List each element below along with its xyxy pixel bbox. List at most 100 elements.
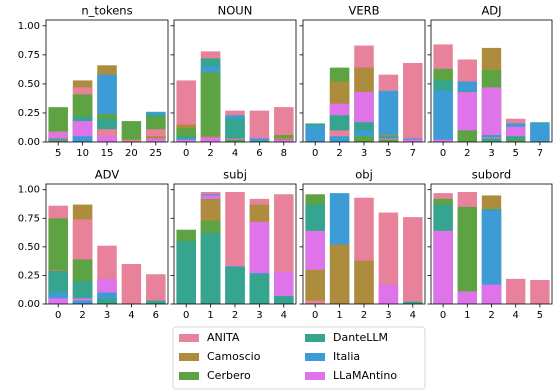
bar	[146, 138, 166, 142]
legend-label: DanteLLM	[333, 331, 388, 344]
bar	[530, 123, 550, 142]
bar	[354, 136, 374, 142]
bar	[481, 284, 502, 304]
legend-swatch	[305, 372, 325, 380]
x-tick-label: 10	[76, 148, 89, 159]
bar	[530, 280, 550, 304]
bar	[274, 139, 294, 142]
legend-swatch	[305, 353, 325, 361]
bar	[305, 269, 325, 304]
bar	[305, 300, 325, 304]
subplot-title: subj	[223, 168, 247, 182]
bar	[200, 233, 221, 304]
axes-frame	[173, 183, 297, 305]
x-tick-label: 4	[513, 310, 519, 321]
legend-label: LLaMAntino	[333, 369, 397, 382]
x-tick-label: 4	[232, 148, 238, 159]
subplot-title: n_tokens	[81, 4, 132, 18]
y-tick-label: 0.25	[18, 108, 40, 119]
x-tick-label: 7	[537, 148, 543, 159]
x-tick-label: 1	[464, 310, 470, 321]
subplot-title: ADJ	[481, 4, 501, 18]
bar	[403, 139, 423, 142]
x-tick-label: 3	[385, 310, 391, 321]
bar	[97, 298, 117, 304]
bar	[249, 274, 270, 304]
x-tick-label: 5	[537, 310, 543, 321]
bar	[48, 140, 68, 142]
x-tick-label: 0	[440, 310, 446, 321]
bar	[225, 118, 245, 142]
legend-label: ANITA	[207, 331, 240, 344]
x-tick-label: 5	[385, 148, 391, 159]
legend-label: Italia	[333, 350, 360, 363]
x-tick-label: 2	[207, 148, 213, 159]
bar	[97, 136, 117, 142]
bar	[457, 206, 477, 304]
bar	[506, 139, 526, 142]
bar	[200, 72, 221, 142]
axes-frame	[302, 19, 426, 143]
x-tick-label: 3	[488, 148, 494, 159]
y-tick-label: 1.00	[18, 185, 40, 196]
bar	[72, 300, 93, 304]
x-tick-label: 2	[464, 148, 470, 159]
x-tick-label: 2	[232, 310, 238, 321]
y-tick-label: 0.50	[18, 79, 40, 90]
bar	[274, 107, 294, 142]
axes-frame	[45, 19, 169, 143]
bar	[146, 274, 166, 304]
x-tick-label: 4	[281, 310, 287, 321]
y-tick-label: 1.00	[18, 21, 40, 32]
legend-swatch	[179, 353, 199, 361]
bar	[378, 284, 399, 304]
legend-box	[172, 326, 426, 390]
axes-frame	[45, 183, 169, 305]
x-tick-label: 0	[312, 310, 318, 321]
bar	[121, 121, 142, 142]
bar	[457, 130, 477, 142]
bar	[506, 136, 526, 142]
bar	[433, 90, 453, 142]
bar	[506, 278, 526, 304]
x-tick-label: 0	[312, 148, 318, 159]
y-tick-label: 0.75	[18, 213, 40, 224]
legend-swatch	[179, 334, 199, 342]
x-tick-label: 3	[256, 310, 262, 321]
bar	[378, 139, 399, 142]
bar	[457, 92, 477, 142]
x-tick-label: 4	[410, 310, 416, 321]
bar	[72, 136, 93, 142]
bar	[457, 291, 477, 304]
legend-swatch	[305, 334, 325, 342]
bar	[249, 138, 270, 142]
bar	[354, 260, 374, 304]
subplot-title: obj	[355, 168, 373, 182]
subplot-title: ADV	[95, 168, 120, 182]
x-tick-label: 0	[183, 148, 189, 159]
bar	[481, 138, 502, 142]
bar	[378, 212, 399, 304]
x-tick-label: 2	[488, 310, 494, 321]
y-tick-label: 0.00	[18, 137, 40, 148]
y-tick-label: 0.00	[18, 299, 40, 310]
legend-label: Camoscio	[207, 350, 261, 363]
bar	[200, 137, 221, 142]
x-tick-label: 15	[101, 148, 114, 159]
bar	[433, 139, 453, 142]
bar	[329, 244, 350, 304]
axes-frame	[430, 183, 553, 305]
bar	[433, 230, 453, 304]
x-tick-label: 2	[361, 310, 367, 321]
bar	[225, 267, 245, 304]
bar	[403, 217, 423, 304]
y-tick-label: 0.75	[18, 50, 40, 61]
x-tick-label: 0	[183, 310, 189, 321]
y-tick-label: 0.25	[18, 270, 40, 281]
bar	[121, 139, 142, 142]
bar	[48, 298, 68, 304]
x-tick-label: 3	[104, 310, 110, 321]
bar	[249, 140, 270, 142]
legend-label: Cerbero	[207, 369, 251, 382]
